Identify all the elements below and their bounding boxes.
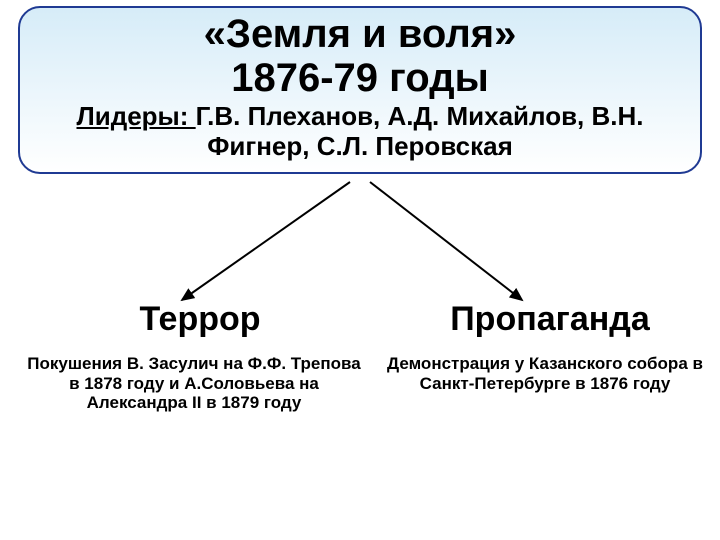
right-desc-line1: Демонстрация у Казанского собора в (387, 354, 703, 373)
right-branch-desc: Демонстрация у Казанского собора в Санкт… (380, 354, 710, 393)
left-desc-line3: Александра II в 1879 году (87, 393, 302, 412)
arrows-svg (0, 0, 720, 540)
left-branch-desc: Покушения В. Засулич на Ф.Ф. Трепова в 1… (14, 354, 374, 413)
arrow-right (370, 182, 522, 300)
left-desc-line2: в 1878 году и А.Соловьева на (69, 374, 319, 393)
left-desc-line1: Покушения В. Засулич на Ф.Ф. Трепова (27, 354, 360, 373)
left-branch-title: Террор (60, 300, 340, 339)
right-branch-title: Пропаганда (400, 300, 700, 339)
right-desc-line2: Санкт-Петербурге в 1876 году (420, 374, 671, 393)
arrow-left (182, 182, 350, 300)
